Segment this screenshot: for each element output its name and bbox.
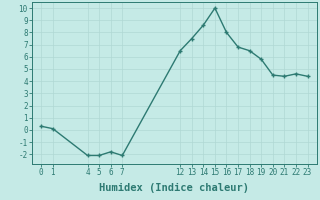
X-axis label: Humidex (Indice chaleur): Humidex (Indice chaleur) bbox=[100, 183, 249, 193]
